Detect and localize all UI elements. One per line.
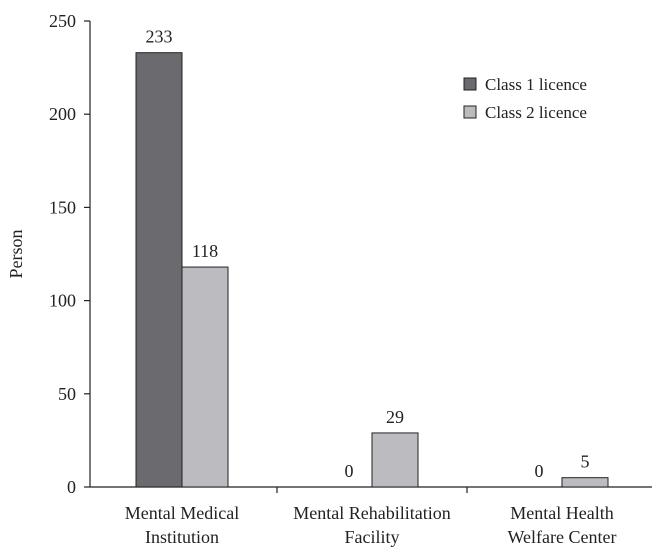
bar-value-label: 5 (581, 452, 590, 472)
x-category-label: Mental Medical (125, 503, 239, 523)
y-tick-label: 250 (49, 11, 76, 31)
bar-value-label: 233 (146, 27, 173, 47)
bar (181, 266, 229, 488)
x-category-label: Welfare Center (508, 527, 617, 547)
y-tick-label: 50 (58, 384, 76, 404)
data-labels: 233 118 0 29 0 5 (146, 27, 590, 481)
legend: Class 1 licence Class 2 licence (463, 75, 587, 122)
x-category-label: Institution (145, 527, 219, 547)
bars (135, 52, 609, 488)
bar (371, 432, 419, 488)
y-tick-label: 200 (49, 104, 76, 124)
x-category-label: Facility (345, 527, 400, 547)
legend-label: Class 2 licence (485, 103, 587, 122)
x-category-label: Mental Health (510, 503, 613, 523)
legend-swatch (463, 105, 477, 119)
y-tick-label: 150 (49, 197, 76, 217)
x-category-label: Mental Rehabilitation (293, 503, 450, 523)
bar-value-label: 0 (535, 461, 544, 481)
y-tick-label: 0 (67, 477, 76, 497)
bar-value-label: 0 (345, 461, 354, 481)
bar (135, 52, 183, 488)
y-tick-label: 100 (49, 291, 76, 311)
legend-label: Class 1 licence (485, 75, 587, 94)
legend-swatch (463, 77, 477, 91)
y-axis-title: Person (6, 230, 26, 279)
bar-value-label: 29 (386, 407, 404, 427)
bar-value-label: 118 (192, 241, 218, 261)
bar (561, 477, 609, 488)
